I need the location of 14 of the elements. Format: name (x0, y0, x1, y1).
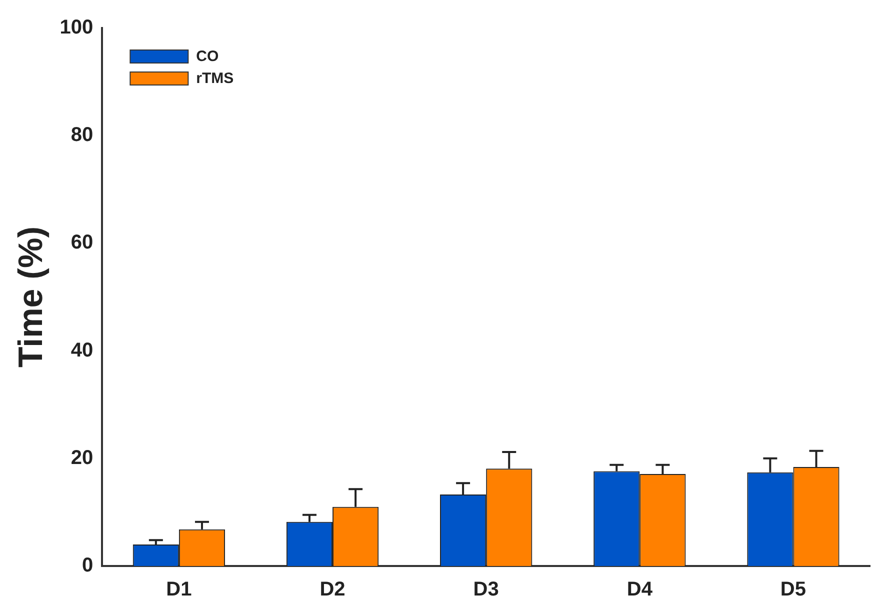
x-tick-label: D5 (780, 578, 806, 601)
x-tick-label: D4 (626, 578, 654, 601)
y-axis-title: Time (%) (12, 226, 50, 368)
y-tick-label: 100 (60, 16, 94, 39)
x-tick-label: D2 (320, 578, 346, 601)
y-tick-label: 80 (70, 124, 94, 146)
x-tick-label: D1 (166, 578, 192, 601)
x-tick-label: D3 (473, 578, 499, 601)
y-tick-label: 60 (70, 232, 94, 254)
y-tick-label: 20 (70, 446, 94, 469)
y-tick-label: 40 (70, 339, 94, 362)
legend-label: rTMS (196, 70, 234, 88)
y-tick-label: 0 (82, 554, 94, 577)
legend-label: CO (196, 48, 219, 66)
